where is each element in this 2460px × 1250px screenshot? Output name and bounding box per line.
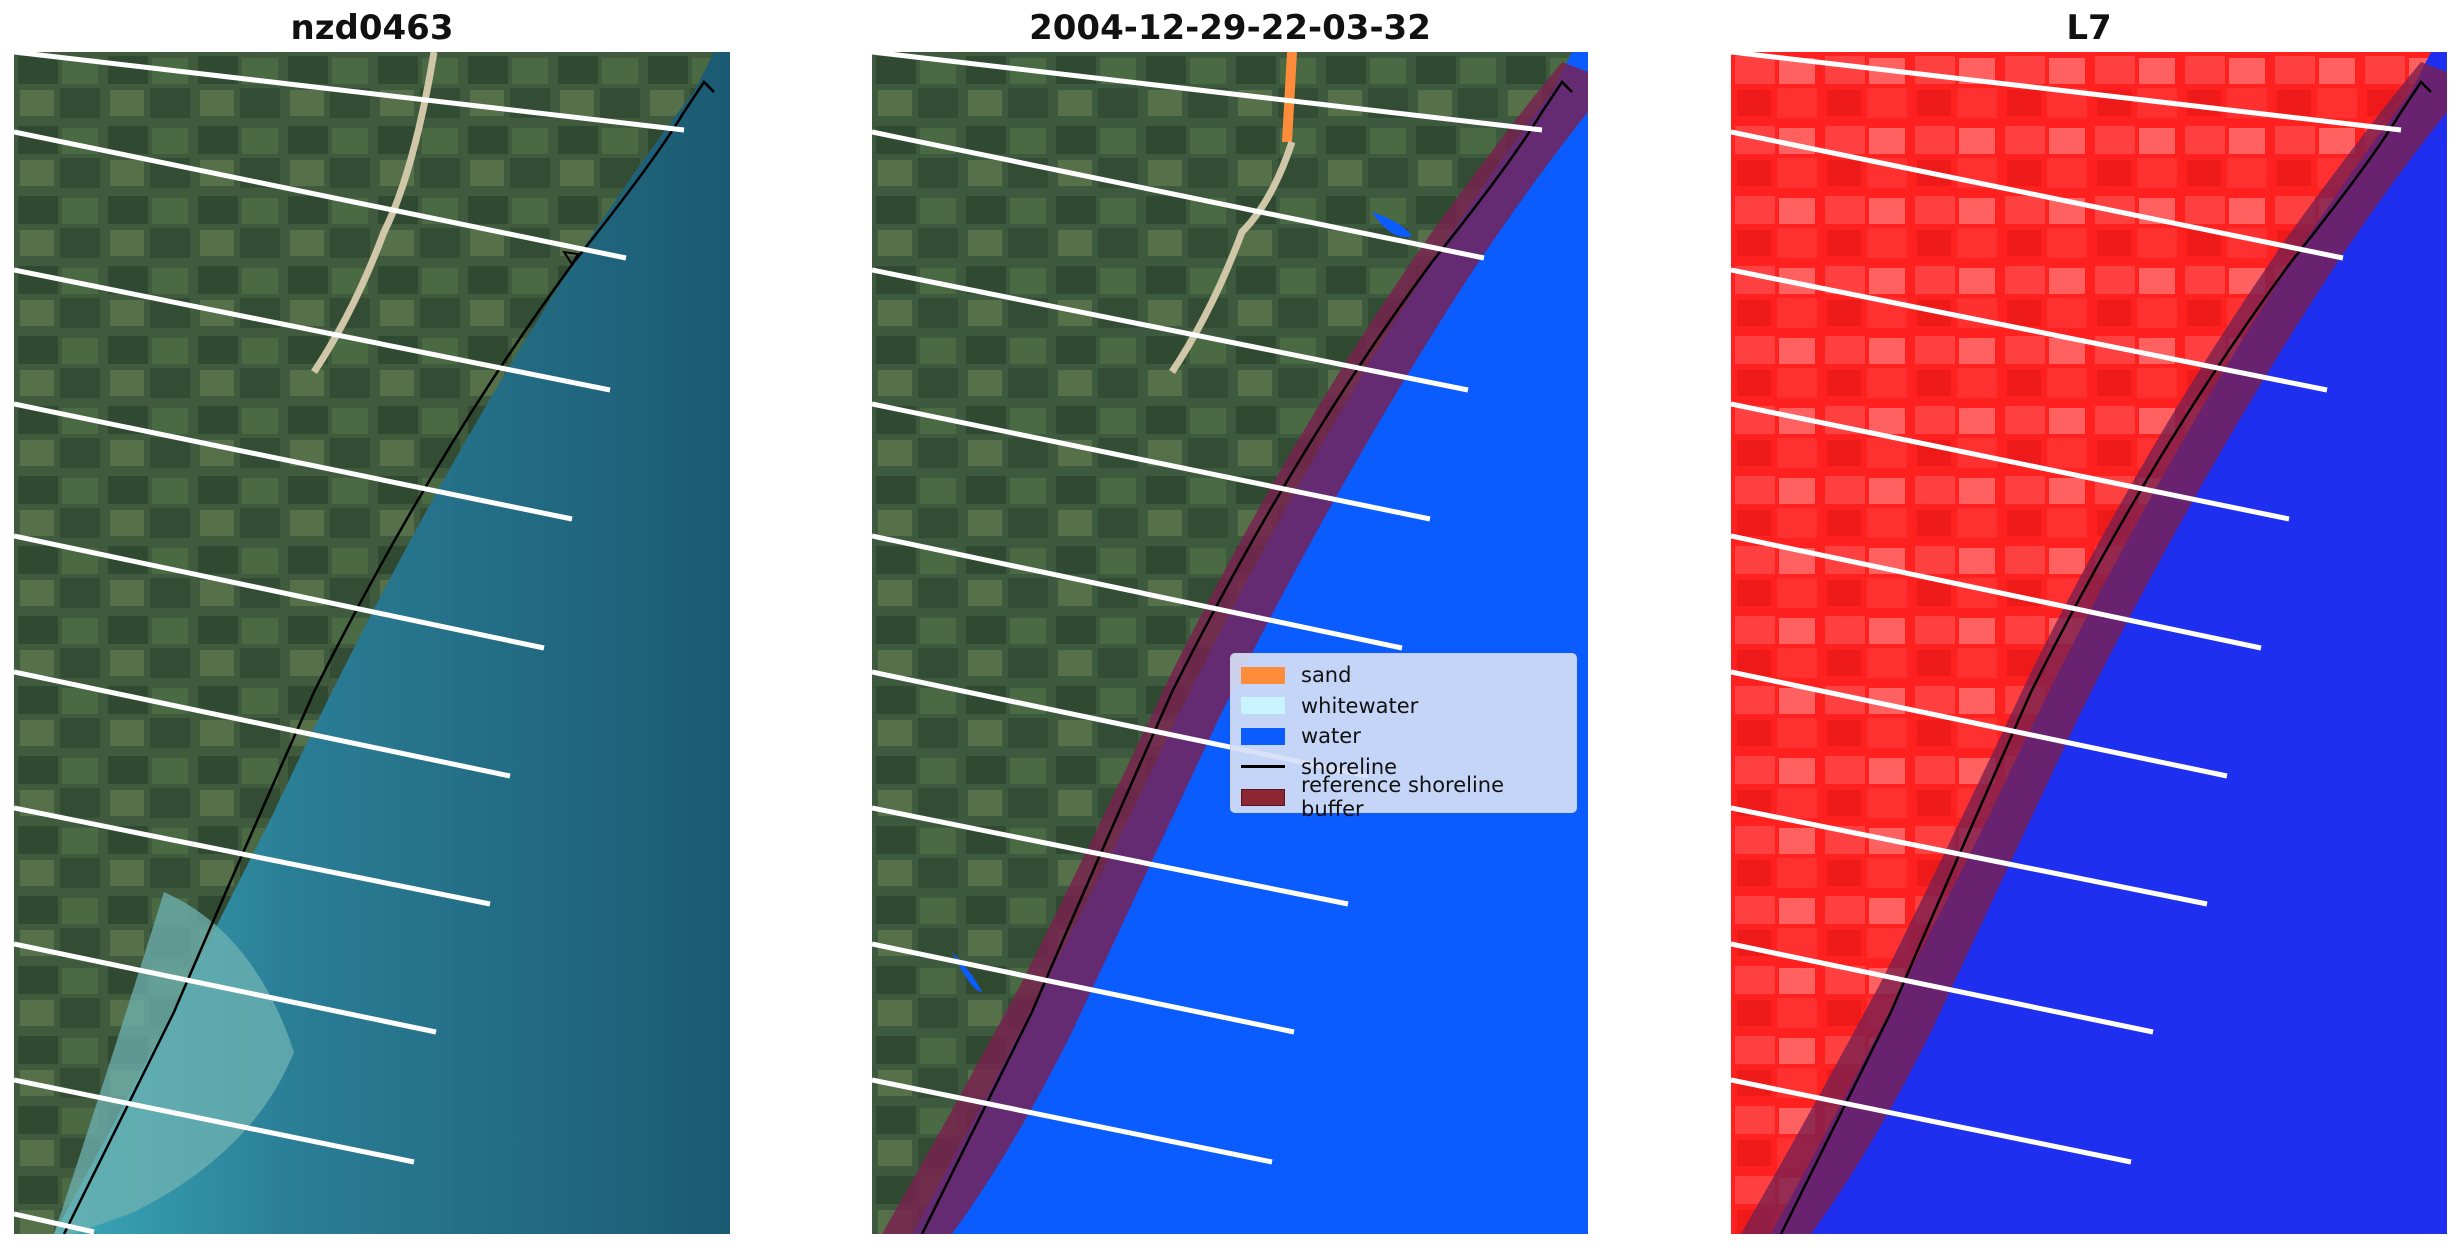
legend: sand whitewater water shoreline referenc… <box>1230 653 1577 821</box>
index-image <box>1731 52 2447 1234</box>
sand-swatch <box>1241 666 1285 684</box>
water-swatch <box>1241 727 1285 745</box>
index-image-panel <box>1731 52 2447 1234</box>
legend-item-whitewater: whitewater <box>1241 691 1566 722</box>
rgb-image-panel <box>14 52 730 1234</box>
legend-label: whitewater <box>1301 693 1419 718</box>
legend-item-shoreline: shoreline <box>1241 752 1566 783</box>
panel-title-index: L7 <box>2066 8 2112 48</box>
shoreline-swatch <box>1241 765 1285 769</box>
panel-title-classified: 2004-12-29-22-03-32 <box>1029 8 1431 48</box>
classified-image <box>872 52 1588 1234</box>
legend-label: reference shoreline buffer <box>1301 773 1505 822</box>
whitewater-swatch <box>1241 697 1285 715</box>
legend-label: water <box>1301 724 1361 749</box>
legend-label: sand <box>1301 663 1352 688</box>
legend-label: shoreline <box>1301 754 1398 779</box>
panel-title-rgb: nzd0463 <box>290 8 454 48</box>
rgb-image <box>14 52 730 1234</box>
legend-item-buffer: reference shoreline buffer <box>1241 773 1566 821</box>
legend-item-water: water <box>1241 721 1566 752</box>
legend-item-sand: sand <box>1241 660 1566 691</box>
classified-image-panel <box>872 52 1588 1234</box>
buffer-swatch <box>1241 788 1285 806</box>
